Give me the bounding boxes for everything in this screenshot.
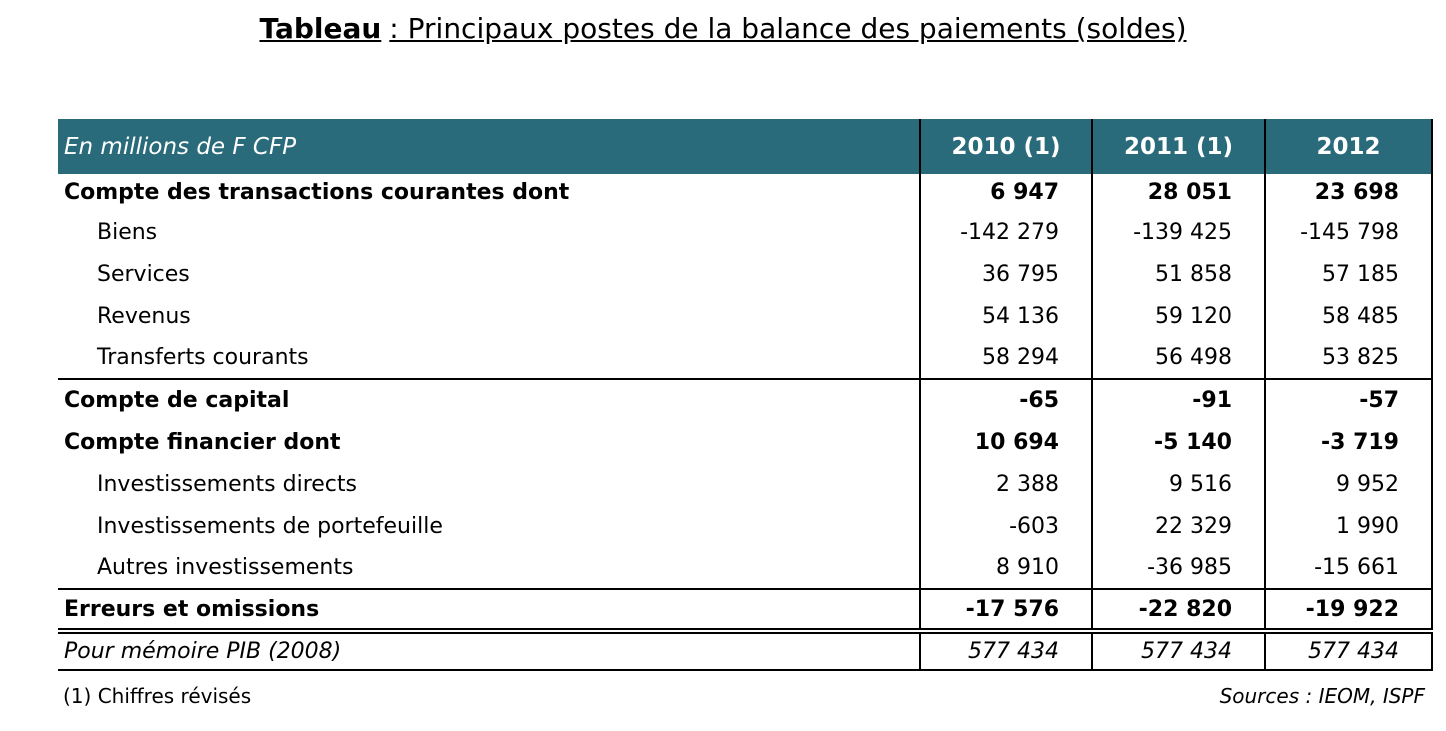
cell-value: -22 820 — [1091, 588, 1265, 631]
cell-value: 23 698 — [1264, 174, 1433, 211]
row-label: Erreurs et omissions — [58, 588, 920, 631]
cell-value: -15 661 — [1264, 547, 1433, 589]
cell-value: -65 — [919, 378, 1092, 421]
table-row: Erreurs et omissions -17 576 -22 820 -19 92… — [58, 588, 1433, 631]
cell-value: 9 952 — [1264, 463, 1433, 505]
table-row: Investissements de portefeuille -603 22 32… — [58, 505, 1433, 547]
row-label: Services — [97, 261, 190, 287]
cell-value: 58 485 — [1264, 295, 1433, 337]
table-row: Autres investissements 8 910 -36 985 -15 66… — [58, 547, 1433, 589]
cell-value: 577 434 — [919, 628, 1092, 671]
cell-value: 51 858 — [1091, 253, 1265, 295]
cell-value: 2 388 — [919, 463, 1092, 505]
cell-value: 577 434 — [1264, 628, 1433, 671]
cell-value: 53 825 — [1264, 337, 1433, 379]
cell-value: -5 140 — [1091, 421, 1265, 463]
cell-value: 8 910 — [919, 547, 1092, 589]
cell-value: 577 434 — [1091, 628, 1265, 671]
table-row: Compte de capital -65 -91 -57 — [58, 378, 1433, 421]
row-label: Revenus — [97, 303, 191, 329]
cell-value: -19 922 — [1264, 588, 1433, 631]
cell-value: 6 947 — [919, 174, 1092, 211]
cell-value: -145 798 — [1264, 211, 1433, 253]
row-label: Transferts courants — [97, 345, 309, 370]
cell-value: -3 719 — [1264, 421, 1433, 463]
cell-value: 56 498 — [1091, 337, 1265, 379]
title-text: : Principaux postes de la balance des pa… — [389, 12, 1187, 45]
title: Tableau: Principaux postes de la balance… — [0, 12, 1446, 45]
table: En millions de F CFP 2010 (1) 2011 (1) 2… — [58, 119, 1433, 671]
row-label: Investissements directs — [97, 471, 357, 497]
header-cell: 2011 (1) — [1091, 119, 1265, 174]
table-row: Revenus 54 136 59 120 58 485 — [58, 295, 1433, 337]
cell-value: 10 694 — [919, 421, 1092, 463]
cell-value: -142 279 — [919, 211, 1092, 253]
cell-value: 54 136 — [919, 295, 1092, 337]
table-row: Investissements directs 2 388 9 516 9 952 — [58, 463, 1433, 505]
table-row: Pour mémoire PIB (2008) 577 434 577 434 577… — [58, 628, 1433, 671]
cell-value: 28 051 — [1091, 174, 1265, 211]
footnote: (1) Chiffres révisés — [63, 684, 252, 708]
table-row: Transferts courants 58 294 56 498 53 825 — [58, 337, 1433, 379]
cell-value: 57 185 — [1264, 253, 1433, 295]
table-row: Compte des transactions courantes dont 6 … — [58, 174, 1433, 211]
cell-value: -17 576 — [919, 588, 1092, 631]
header-cell: 2010 (1) — [919, 119, 1092, 174]
title-bold: Tableau — [259, 12, 382, 45]
row-label: Autres investissements — [97, 555, 354, 580]
row-label: Biens — [97, 219, 158, 245]
header-row: En millions de F CFP 2010 (1) 2011 (1) 2… — [58, 119, 1433, 174]
cell-value: 1 990 — [1264, 505, 1433, 547]
cell-value: 59 120 — [1091, 295, 1265, 337]
cell-value: 58 294 — [919, 337, 1092, 379]
cell-value: -57 — [1264, 378, 1433, 421]
cell-value: 22 329 — [1091, 505, 1265, 547]
cell-value: -36 985 — [1091, 547, 1265, 589]
cell-value: -603 — [919, 505, 1092, 547]
source: Sources : IEOM, ISPF — [1219, 684, 1425, 708]
row-label: Pour mémoire PIB (2008) — [58, 628, 920, 671]
header-cell: En millions de F CFP — [58, 119, 920, 174]
cell-value: 9 516 — [1091, 463, 1265, 505]
table-row: Biens -142 279 -139 425 -145 798 — [58, 211, 1433, 253]
table-row: Services 36 795 51 858 57 185 — [58, 253, 1433, 295]
cell-value: -139 425 — [1091, 211, 1265, 253]
row-label: Compte des transactions courantes dont — [64, 180, 570, 205]
row-label: Investissements de portefeuille — [97, 513, 443, 539]
table-row: Compte financier dont 10 694 -5 140 -3 719 — [58, 421, 1433, 463]
row-label: Compte financier dont — [64, 429, 341, 455]
cell-value: -91 — [1091, 378, 1265, 421]
cell-value: 36 795 — [919, 253, 1092, 295]
row-label: Compte de capital — [58, 378, 920, 421]
header-cell: 2012 — [1264, 119, 1433, 174]
